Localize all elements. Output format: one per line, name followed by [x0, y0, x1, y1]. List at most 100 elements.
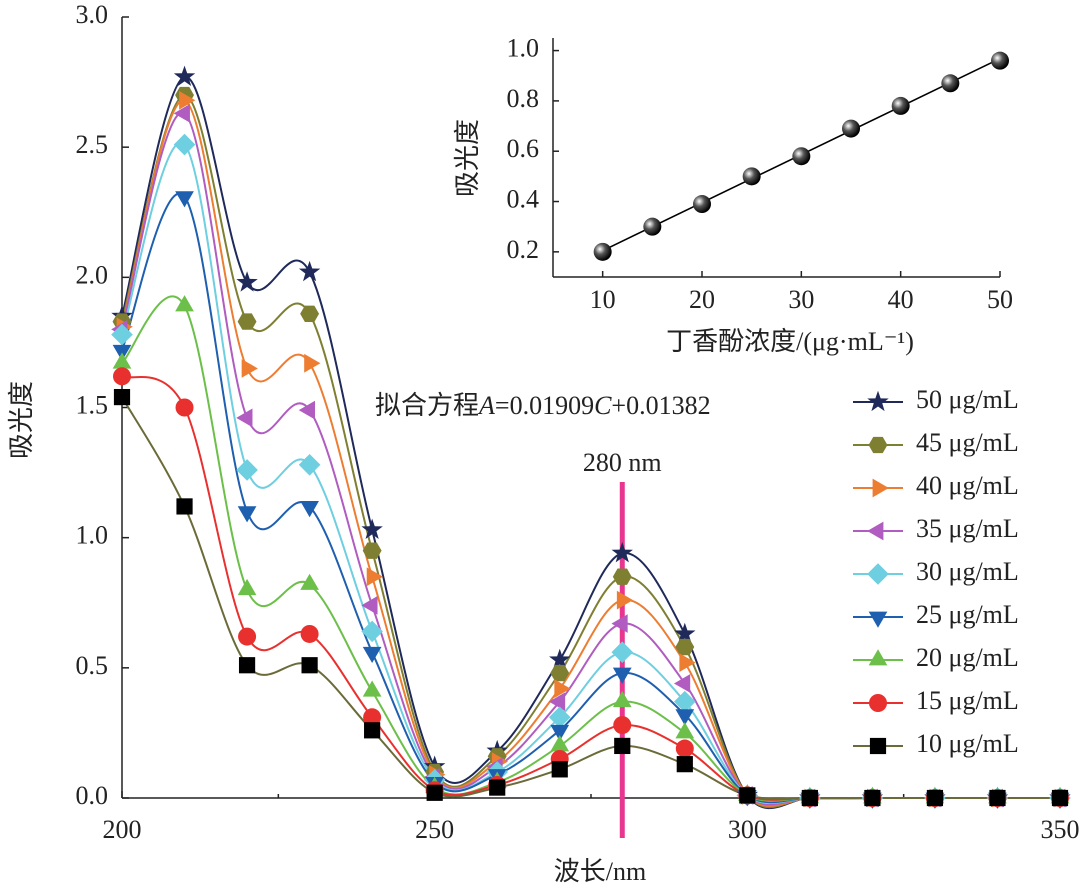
- marker: [175, 191, 194, 208]
- marker: [593, 242, 612, 261]
- legend-marker: [868, 611, 888, 628]
- y-tick-label: 1.0: [76, 521, 109, 550]
- y-tick-label: 0.5: [76, 651, 109, 680]
- y-tick-label: 0.0: [76, 781, 109, 810]
- marker: [864, 789, 881, 807]
- marker: [611, 641, 634, 664]
- marker: [489, 779, 506, 796]
- marker: [176, 498, 193, 515]
- x-axis-title: 波长/nm: [554, 857, 646, 886]
- marker: [674, 622, 696, 644]
- marker: [173, 103, 190, 123]
- marker: [111, 323, 133, 346]
- marker: [643, 217, 662, 236]
- marker: [173, 65, 196, 86]
- marker: [361, 518, 383, 539]
- marker: [112, 352, 132, 369]
- legend-marker: [868, 649, 888, 666]
- y-tick-label: 0.8: [507, 84, 540, 113]
- marker: [363, 708, 382, 727]
- marker: [616, 590, 634, 610]
- legend-marker: [867, 390, 889, 412]
- x-tick-label: 30: [788, 285, 814, 314]
- reference-label: 280 nm: [583, 448, 662, 477]
- marker: [551, 761, 568, 778]
- marker: [548, 706, 571, 729]
- marker: [674, 674, 691, 693]
- marker: [801, 789, 818, 807]
- y-tick-label: 0.2: [507, 235, 540, 264]
- marker: [362, 646, 382, 664]
- marker: [298, 260, 321, 282]
- marker: [742, 167, 761, 186]
- legend-label: 20 μg/mL: [916, 643, 1019, 672]
- x-tick-label: 250: [415, 815, 454, 844]
- marker: [612, 667, 632, 684]
- marker: [674, 690, 696, 713]
- marker: [613, 716, 632, 735]
- marker: [941, 74, 960, 93]
- legend-label: 25 μg/mL: [916, 600, 1019, 629]
- legend-marker: [868, 436, 888, 454]
- marker: [989, 789, 1006, 807]
- marker: [361, 596, 378, 615]
- marker: [550, 664, 570, 682]
- legend-label: 30 μg/mL: [916, 557, 1019, 586]
- marker: [679, 653, 696, 672]
- legend-label: 15 μg/mL: [916, 686, 1019, 715]
- legend-marker: [869, 694, 887, 712]
- legend-label: 10 μg/mL: [916, 729, 1019, 758]
- marker: [362, 680, 382, 697]
- y-tick-label: 0.4: [507, 184, 540, 213]
- marker: [1051, 789, 1069, 807]
- marker: [739, 787, 756, 804]
- x-tick-label: 200: [103, 815, 142, 844]
- legend-label: 45 μg/mL: [916, 428, 1019, 457]
- marker: [612, 690, 632, 708]
- marker: [237, 578, 257, 596]
- legend-label: 50 μg/mL: [916, 385, 1019, 414]
- marker: [426, 784, 443, 801]
- y-axis-title: 吸光度: [7, 381, 36, 459]
- marker: [550, 724, 570, 742]
- marker: [236, 271, 258, 292]
- marker: [300, 501, 319, 518]
- marker: [298, 453, 321, 476]
- marker: [612, 568, 632, 585]
- marker: [676, 756, 693, 773]
- marker: [237, 313, 257, 330]
- y-tick-label: 0.6: [507, 134, 540, 163]
- marker: [304, 353, 321, 373]
- marker: [300, 624, 319, 643]
- annotation: 拟合方程A=0.01909C+0.01382: [375, 391, 711, 420]
- marker: [241, 359, 258, 378]
- marker: [361, 620, 383, 643]
- marker: [364, 722, 381, 739]
- marker: [236, 408, 253, 428]
- marker: [362, 542, 382, 559]
- inset-x-axis-title: 丁香酚浓度/(μg·mL⁻¹): [666, 327, 914, 356]
- marker: [842, 119, 860, 138]
- marker: [173, 133, 196, 156]
- inset-y-axis-title: 吸光度: [453, 119, 482, 197]
- marker: [113, 367, 131, 386]
- marker: [300, 305, 320, 322]
- legend-label: 40 μg/mL: [916, 471, 1019, 500]
- marker: [792, 147, 811, 166]
- marker: [237, 506, 257, 523]
- y-tick-label: 3.0: [76, 0, 109, 29]
- marker: [675, 722, 695, 739]
- marker: [991, 51, 1009, 70]
- x-tick-label: 40: [888, 285, 914, 314]
- x-tick-label: 50: [987, 285, 1013, 314]
- marker: [366, 567, 383, 587]
- marker: [611, 542, 633, 563]
- y-tick-label: 2.0: [76, 260, 109, 289]
- y-tick-label: 1.5: [76, 390, 109, 419]
- marker: [675, 709, 695, 726]
- marker: [675, 638, 695, 656]
- y-tick-label: 2.5: [76, 130, 109, 159]
- x-tick-label: 10: [590, 285, 616, 314]
- marker: [693, 195, 711, 214]
